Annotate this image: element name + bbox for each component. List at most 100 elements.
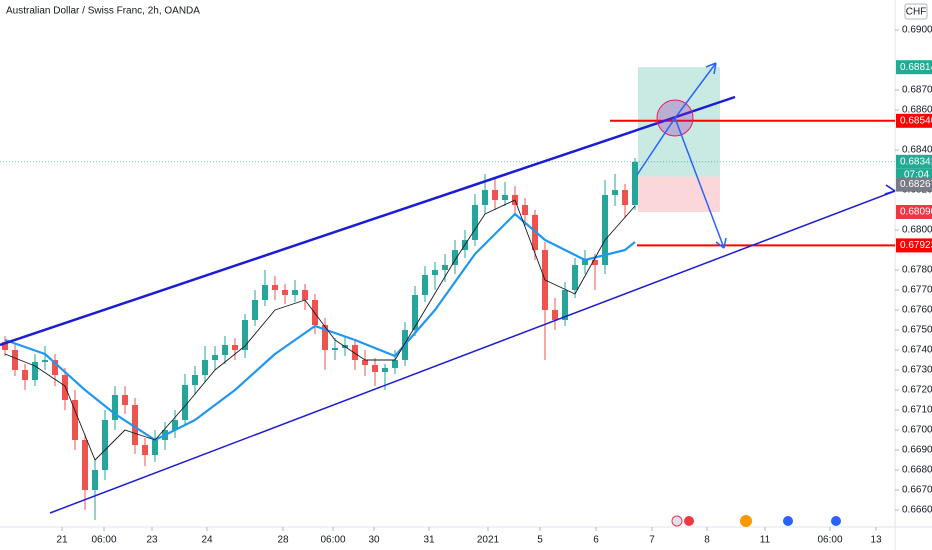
plot: 21 06:00 23 24 28 06:00 30 31 2021 5 6 7 8 11 06:00 13 (0, 29, 899, 546)
candle-body (12, 350, 18, 370)
countdown: 07:04 (904, 169, 929, 180)
channel-lower (49, 190, 896, 514)
candle-body (582, 260, 588, 265)
x-tick-label: 06:00 (320, 535, 345, 546)
candle-body (82, 440, 88, 490)
price-tag (896, 238, 932, 253)
event-icon[interactable] (740, 515, 752, 527)
ma-fast (4, 199, 636, 461)
arrow-down (674, 117, 727, 249)
candle-body (132, 405, 138, 445)
price-tag (896, 154, 932, 169)
x-tick-label: 30 (368, 535, 380, 546)
x-tick-label: 24 (201, 535, 213, 546)
event-icon[interactable] (831, 516, 841, 526)
candle-body (142, 445, 148, 455)
candle-body (112, 395, 118, 420)
candle-body (302, 290, 308, 300)
candle-body (262, 285, 268, 300)
x-tick-label: 06:00 (91, 535, 116, 546)
candle-body (282, 290, 288, 295)
candle-body (452, 250, 458, 265)
candle-body (272, 285, 278, 290)
currency-box[interactable] (904, 3, 928, 20)
candle-body (102, 420, 108, 470)
candle-body (352, 345, 358, 360)
candle-body (292, 290, 298, 295)
x-tick-label: 23 (146, 535, 158, 546)
x-tick-label: 7 (649, 535, 655, 546)
candle-body (152, 440, 158, 455)
candle-body (592, 260, 598, 265)
candle-body (422, 275, 428, 295)
candle-body (622, 190, 628, 205)
channel-upper (0, 95, 736, 347)
position-profit (638, 67, 720, 177)
x-tick-label: 06:00 (817, 535, 842, 546)
candle-body (372, 365, 378, 372)
position-loss (638, 176, 720, 212)
event-icon[interactable] (671, 515, 683, 527)
price-tag (896, 60, 932, 75)
candle-body (562, 290, 568, 320)
candle-body (72, 400, 78, 440)
candle-body (572, 265, 578, 290)
candle-body (62, 375, 68, 400)
price-tag-label: 0.68814 (900, 62, 932, 73)
event-icons (671, 515, 841, 527)
x-tick-label: 2021 (477, 535, 500, 546)
ma-slow (4, 212, 636, 442)
price-tag (896, 113, 932, 128)
candle-body (192, 375, 198, 385)
currency-label[interactable]: CHF (906, 7, 927, 18)
candle-body (432, 270, 438, 275)
candle-body (442, 265, 448, 270)
candle-body (252, 300, 258, 320)
candle-body (22, 370, 28, 380)
price-tag-label: 0.67923 (900, 240, 932, 251)
x-tick-label: 28 (277, 535, 289, 546)
candle-body (522, 205, 528, 215)
x-tick-label: 8 (704, 535, 710, 546)
event-icon[interactable] (684, 516, 694, 526)
x-tick-label: 31 (423, 535, 435, 546)
candle-body (242, 320, 248, 350)
symbol-title: Australian Dollar / Swiss Franc, 2h, OAN… (6, 6, 200, 17)
candle-body (2, 342, 8, 350)
candle-body (232, 345, 238, 350)
x-tick-label: 6 (593, 535, 599, 546)
event-icon[interactable] (783, 516, 793, 526)
candle-body (182, 385, 188, 420)
candle-body (412, 295, 418, 330)
candle-body (632, 161, 638, 205)
candle-body (312, 300, 318, 325)
candle-body (172, 420, 178, 430)
candle-body (472, 205, 478, 240)
candle-body (362, 360, 368, 365)
price-tag-label: 0.68090 (900, 207, 932, 218)
candle-body (602, 195, 608, 265)
candle-body (612, 190, 618, 195)
candle-body (32, 362, 38, 380)
x-tick-label: 5 (537, 535, 543, 546)
x-tick-label: 11 (760, 535, 771, 546)
channel-arrow (884, 184, 896, 195)
candle-body (492, 190, 498, 200)
candle-body (92, 470, 98, 490)
candle-body (482, 190, 488, 205)
